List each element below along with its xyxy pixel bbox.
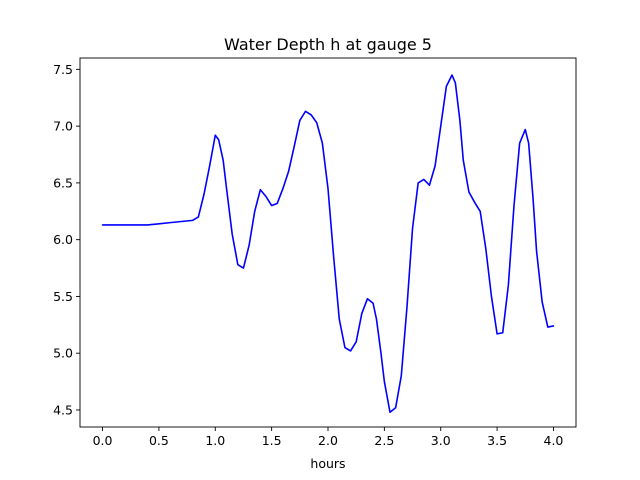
plot-area — [79, 57, 577, 428]
y-tick-label: 5.5 — [53, 289, 73, 304]
x-tick-label: 0.0 — [93, 433, 113, 448]
x-axis: 0.0 0.5 1.0 1.5 2.0 2.5 3.0 3.5 4.0 — [93, 427, 564, 448]
x-tick-label: 4.0 — [544, 433, 564, 448]
y-tick-label: 6.0 — [53, 232, 73, 247]
y-axis: 4.5 5.0 5.5 6.0 6.5 7.0 7.5 — [53, 62, 80, 417]
x-tick-label: 3.0 — [431, 433, 451, 448]
x-tick-label: 3.5 — [487, 433, 507, 448]
y-tick-label: 7.0 — [53, 119, 73, 134]
y-tick-label: 4.5 — [53, 402, 73, 417]
chart-title: Water Depth h at gauge 5 — [224, 35, 432, 54]
x-tick-label: 2.5 — [374, 433, 394, 448]
x-tick-label: 0.5 — [149, 433, 169, 448]
series-line-0 — [101, 74, 555, 414]
axes-frame — [79, 57, 577, 428]
x-axis-label: hours — [310, 456, 345, 471]
x-tick-label: 1.0 — [205, 433, 225, 448]
y-tick-label: 5.0 — [53, 346, 73, 361]
y-tick-label: 6.5 — [53, 175, 73, 190]
y-tick-label: 7.5 — [53, 62, 73, 77]
x-tick-label: 2.0 — [318, 433, 338, 448]
x-tick-label: 1.5 — [262, 433, 282, 448]
